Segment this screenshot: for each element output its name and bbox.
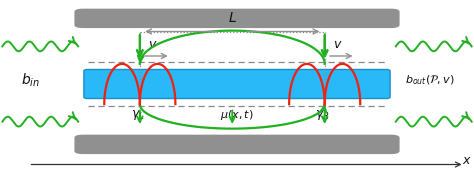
Text: $v$: $v$	[333, 38, 343, 51]
Text: $\gamma_R$: $\gamma_R$	[315, 108, 329, 122]
Text: $\mu(x,t)$: $\mu(x,t)$	[220, 108, 254, 122]
FancyBboxPatch shape	[84, 69, 390, 99]
Text: $b_{in}$: $b_{in}$	[21, 72, 40, 89]
Text: $v$: $v$	[148, 38, 158, 51]
Text: $L$: $L$	[228, 11, 237, 25]
Text: $x$: $x$	[462, 154, 472, 167]
FancyBboxPatch shape	[74, 135, 400, 154]
FancyBboxPatch shape	[74, 9, 400, 28]
Text: $\gamma_L$: $\gamma_L$	[131, 108, 144, 122]
Text: $b_{out}(\mathcal{P},v)$: $b_{out}(\mathcal{P},v)$	[405, 74, 455, 87]
